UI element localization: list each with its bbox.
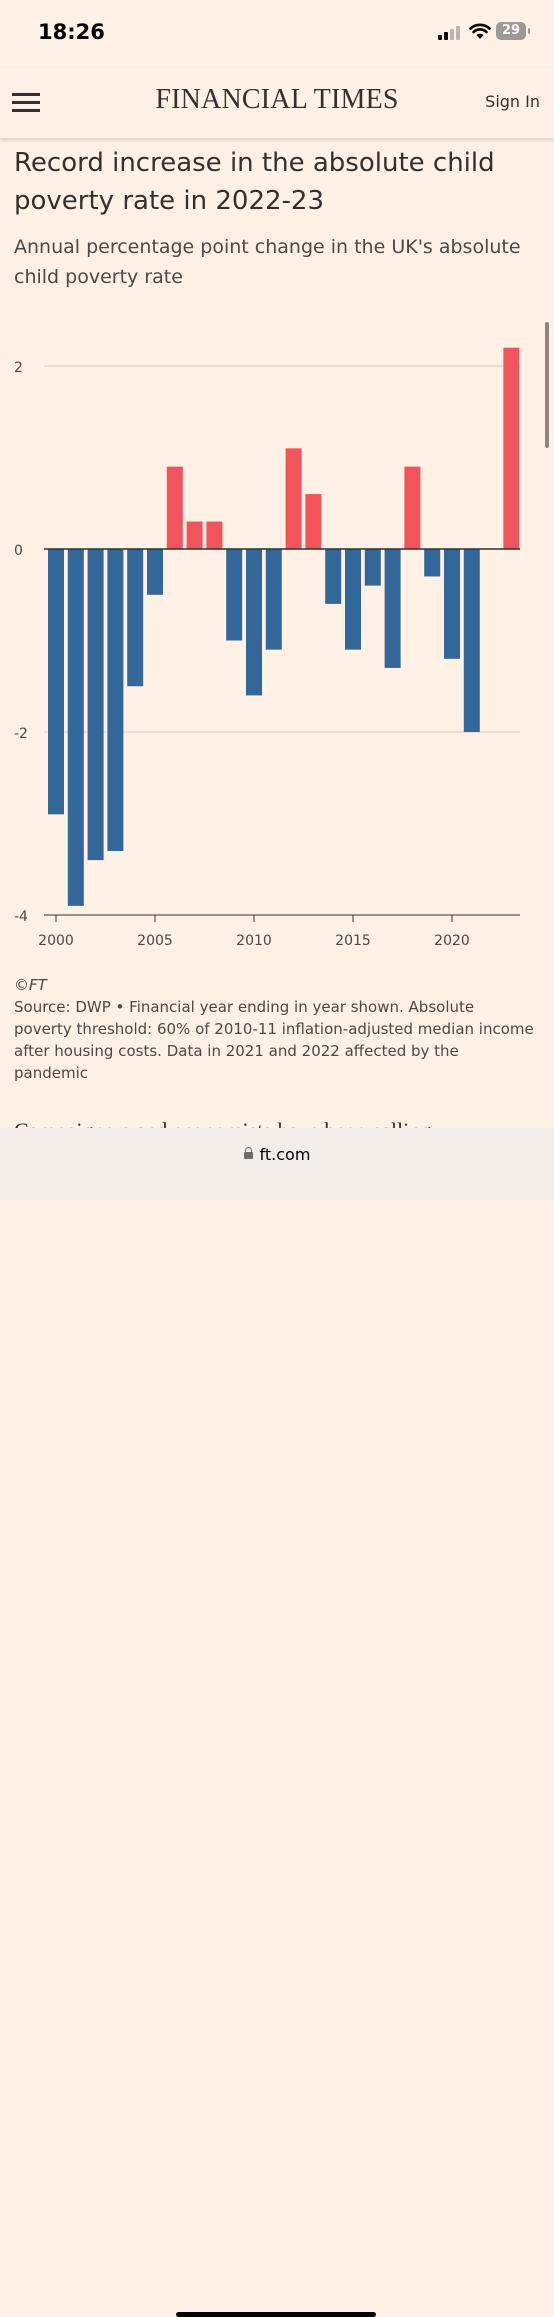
bar-chart: 2 0 -2 -4 2000 2005 2010 2015 2020 bbox=[14, 347, 520, 949]
sign-in-link[interactable]: Sign In bbox=[485, 92, 540, 111]
browser-url-bar[interactable]: ft.com bbox=[0, 1128, 554, 2317]
bar-2016 bbox=[364, 549, 381, 586]
bar-2017 bbox=[384, 549, 401, 668]
bar-2012 bbox=[285, 448, 302, 549]
bar-2002 bbox=[87, 549, 104, 861]
bar-2020 bbox=[444, 549, 460, 659]
status-time: 18:26 bbox=[38, 20, 105, 44]
status-bar: 18:26 29 bbox=[0, 0, 554, 68]
hamburger-menu-icon[interactable] bbox=[12, 93, 40, 113]
y-tick-label: 2 bbox=[14, 360, 23, 376]
copyright: ©FT bbox=[14, 976, 47, 994]
chart-notes: ©FT Source: DWP • Financial year ending … bbox=[14, 974, 534, 1084]
x-tick-label: 2015 bbox=[335, 933, 371, 949]
bar-2001 bbox=[67, 549, 84, 906]
chart-subtitle: Annual percentage point change in the UK… bbox=[14, 236, 521, 288]
bar-2008 bbox=[206, 521, 223, 549]
bar-2013 bbox=[305, 494, 322, 549]
site-header: FINANCIAL TIMES Sign In bbox=[0, 68, 554, 138]
bar-2019 bbox=[424, 549, 441, 577]
source-note: Source: DWP • Financial year ending in y… bbox=[14, 998, 534, 1082]
x-tick-label: 2005 bbox=[137, 933, 173, 949]
ft-logo[interactable]: FINANCIAL TIMES bbox=[155, 84, 399, 115]
chart-title: Record increase in the absolute child po… bbox=[14, 148, 495, 216]
battery-icon: 29 bbox=[496, 22, 530, 40]
x-tick-label: 2010 bbox=[236, 933, 272, 949]
scrollbar[interactable] bbox=[545, 322, 549, 448]
bar-2011 bbox=[265, 549, 282, 650]
bar-2000 bbox=[48, 549, 64, 815]
bar-2023 bbox=[503, 347, 520, 549]
bar-2014 bbox=[325, 549, 342, 604]
bar-2015 bbox=[345, 549, 361, 650]
x-tick-label: 2020 bbox=[434, 933, 470, 949]
bar-2010 bbox=[246, 549, 262, 696]
url-text: ft.com bbox=[259, 1145, 311, 1164]
signal-icon bbox=[438, 26, 464, 40]
wifi-icon bbox=[469, 23, 491, 39]
lock-icon bbox=[243, 1147, 253, 1159]
url-display[interactable]: ft.com bbox=[0, 1145, 554, 1164]
bar-2009 bbox=[226, 549, 243, 641]
bar-2004 bbox=[127, 549, 144, 687]
x-tick-label: 2000 bbox=[38, 933, 74, 949]
y-tick-label: -4 bbox=[14, 909, 28, 925]
bar-2018 bbox=[404, 466, 421, 549]
y-tick-label: -2 bbox=[14, 726, 28, 742]
y-tick-label: 0 bbox=[14, 543, 23, 559]
bar-2003 bbox=[107, 549, 124, 851]
home-indicator[interactable] bbox=[176, 2312, 376, 2317]
bar-2005 bbox=[147, 549, 163, 595]
bar-2006 bbox=[166, 466, 183, 549]
bar-2021 bbox=[463, 549, 480, 732]
bar-2007 bbox=[186, 521, 203, 549]
